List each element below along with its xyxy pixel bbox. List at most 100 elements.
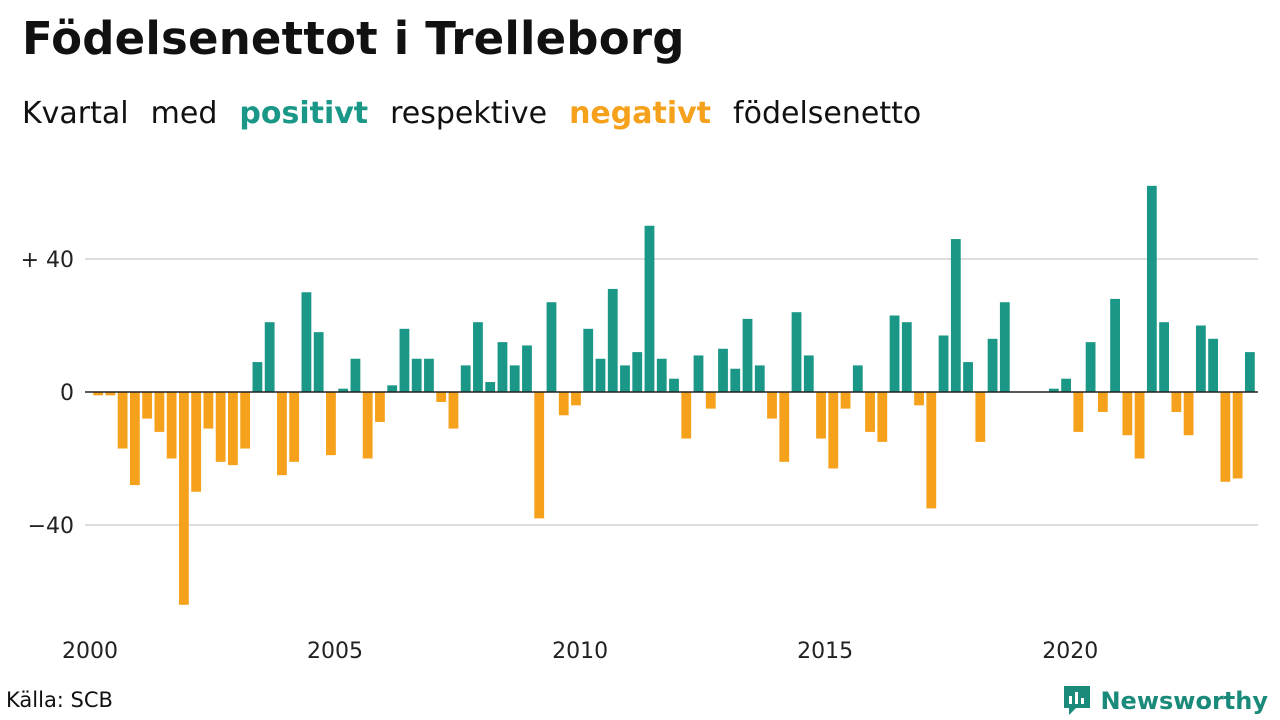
bar <box>264 322 275 393</box>
subtitle-text-2: med <box>150 96 218 131</box>
bar <box>926 392 937 509</box>
legend-positive: positivt <box>239 96 369 131</box>
bar <box>1244 352 1255 392</box>
bars <box>93 185 1255 605</box>
x-tick-label: 2010 <box>552 639 608 664</box>
bar <box>424 358 434 392</box>
bar <box>987 338 998 392</box>
bar <box>252 362 263 392</box>
legend-negative: negativt <box>569 96 712 131</box>
bar <box>865 392 875 432</box>
bar <box>816 392 826 439</box>
bar <box>595 358 606 392</box>
bar <box>632 352 643 392</box>
bar <box>105 392 116 396</box>
bar <box>718 348 728 392</box>
grid-lines <box>85 258 1258 526</box>
bar <box>938 335 949 393</box>
bar <box>1208 338 1219 392</box>
bar <box>301 292 312 392</box>
x-tick-label: 2005 <box>307 639 363 664</box>
bar <box>693 355 704 393</box>
bar <box>546 302 557 393</box>
bar <box>485 382 496 392</box>
bar <box>166 392 177 459</box>
bar <box>1134 392 1145 459</box>
y-tick-label: + 40 <box>21 248 74 273</box>
bar <box>142 392 153 419</box>
bar <box>620 365 630 392</box>
bar <box>154 392 165 432</box>
bar <box>240 392 251 449</box>
bar <box>191 392 202 492</box>
x-axis-ticks: 2000 2005 2010 2015 2020 <box>62 639 1098 664</box>
bar <box>852 365 863 392</box>
x-tick-label: 2020 <box>1042 639 1098 664</box>
bar <box>93 392 104 396</box>
bar <box>840 392 851 409</box>
bar <box>1048 388 1059 393</box>
bar <box>889 315 900 392</box>
bar <box>975 392 986 442</box>
bar <box>313 332 324 392</box>
bar <box>730 368 741 393</box>
chart-subtitle: Kvartal med positivt respektive negativt föde… <box>22 96 943 131</box>
bar <box>828 392 839 469</box>
bar <box>1146 185 1157 392</box>
bar <box>338 388 349 393</box>
bar <box>950 239 961 392</box>
bar <box>289 392 300 462</box>
x-tick-label: 2015 <box>797 639 853 664</box>
bar <box>203 392 214 429</box>
bar <box>583 328 594 392</box>
bar <box>754 365 765 392</box>
bar <box>705 392 716 409</box>
bar <box>497 342 508 393</box>
bar <box>656 358 667 392</box>
y-tick-label: 0 <box>60 381 74 406</box>
bar <box>129 392 140 486</box>
bar <box>1097 392 1108 412</box>
y-axis-ticks: + 40 0 −40 <box>21 248 74 539</box>
bar-chart: + 40 0 −40 2000 2005 2010 2015 2020 <box>21 185 1258 664</box>
bar <box>669 378 679 392</box>
bar <box>436 392 447 402</box>
bar <box>558 392 569 416</box>
bar <box>607 288 618 393</box>
bar <box>1073 392 1084 432</box>
bar <box>1195 325 1206 392</box>
bar <box>411 358 422 392</box>
bar <box>375 392 385 422</box>
bar <box>1159 322 1169 393</box>
bar <box>326 392 336 456</box>
bar <box>350 358 361 392</box>
brand-name: Newsworthy <box>1100 687 1268 715</box>
newsworthy-logo-icon <box>1064 686 1091 715</box>
bar <box>571 392 581 406</box>
bar <box>473 322 483 393</box>
bar <box>1232 392 1243 479</box>
y-tick-label: −40 <box>28 514 74 539</box>
bar <box>999 302 1010 393</box>
bar <box>277 392 287 476</box>
bar <box>1220 392 1231 482</box>
bar <box>644 225 655 392</box>
bar <box>877 392 888 442</box>
bar <box>779 392 790 462</box>
bar <box>767 392 777 419</box>
bar <box>460 365 471 392</box>
bar <box>1085 342 1096 393</box>
bar <box>178 392 189 605</box>
bar <box>448 392 459 429</box>
page-title: Födelsenettot i Trelleborg <box>22 12 685 65</box>
bar <box>963 362 973 392</box>
subtitle-text-3: respektive <box>390 96 548 131</box>
bar <box>228 392 238 466</box>
bar <box>681 392 692 439</box>
brand-logo: Newsworthy <box>1062 684 1268 718</box>
bar <box>1061 378 1071 392</box>
bar <box>522 345 532 392</box>
bar <box>1183 392 1194 436</box>
source-label: Källa: SCB <box>6 688 113 712</box>
bar <box>387 385 398 392</box>
